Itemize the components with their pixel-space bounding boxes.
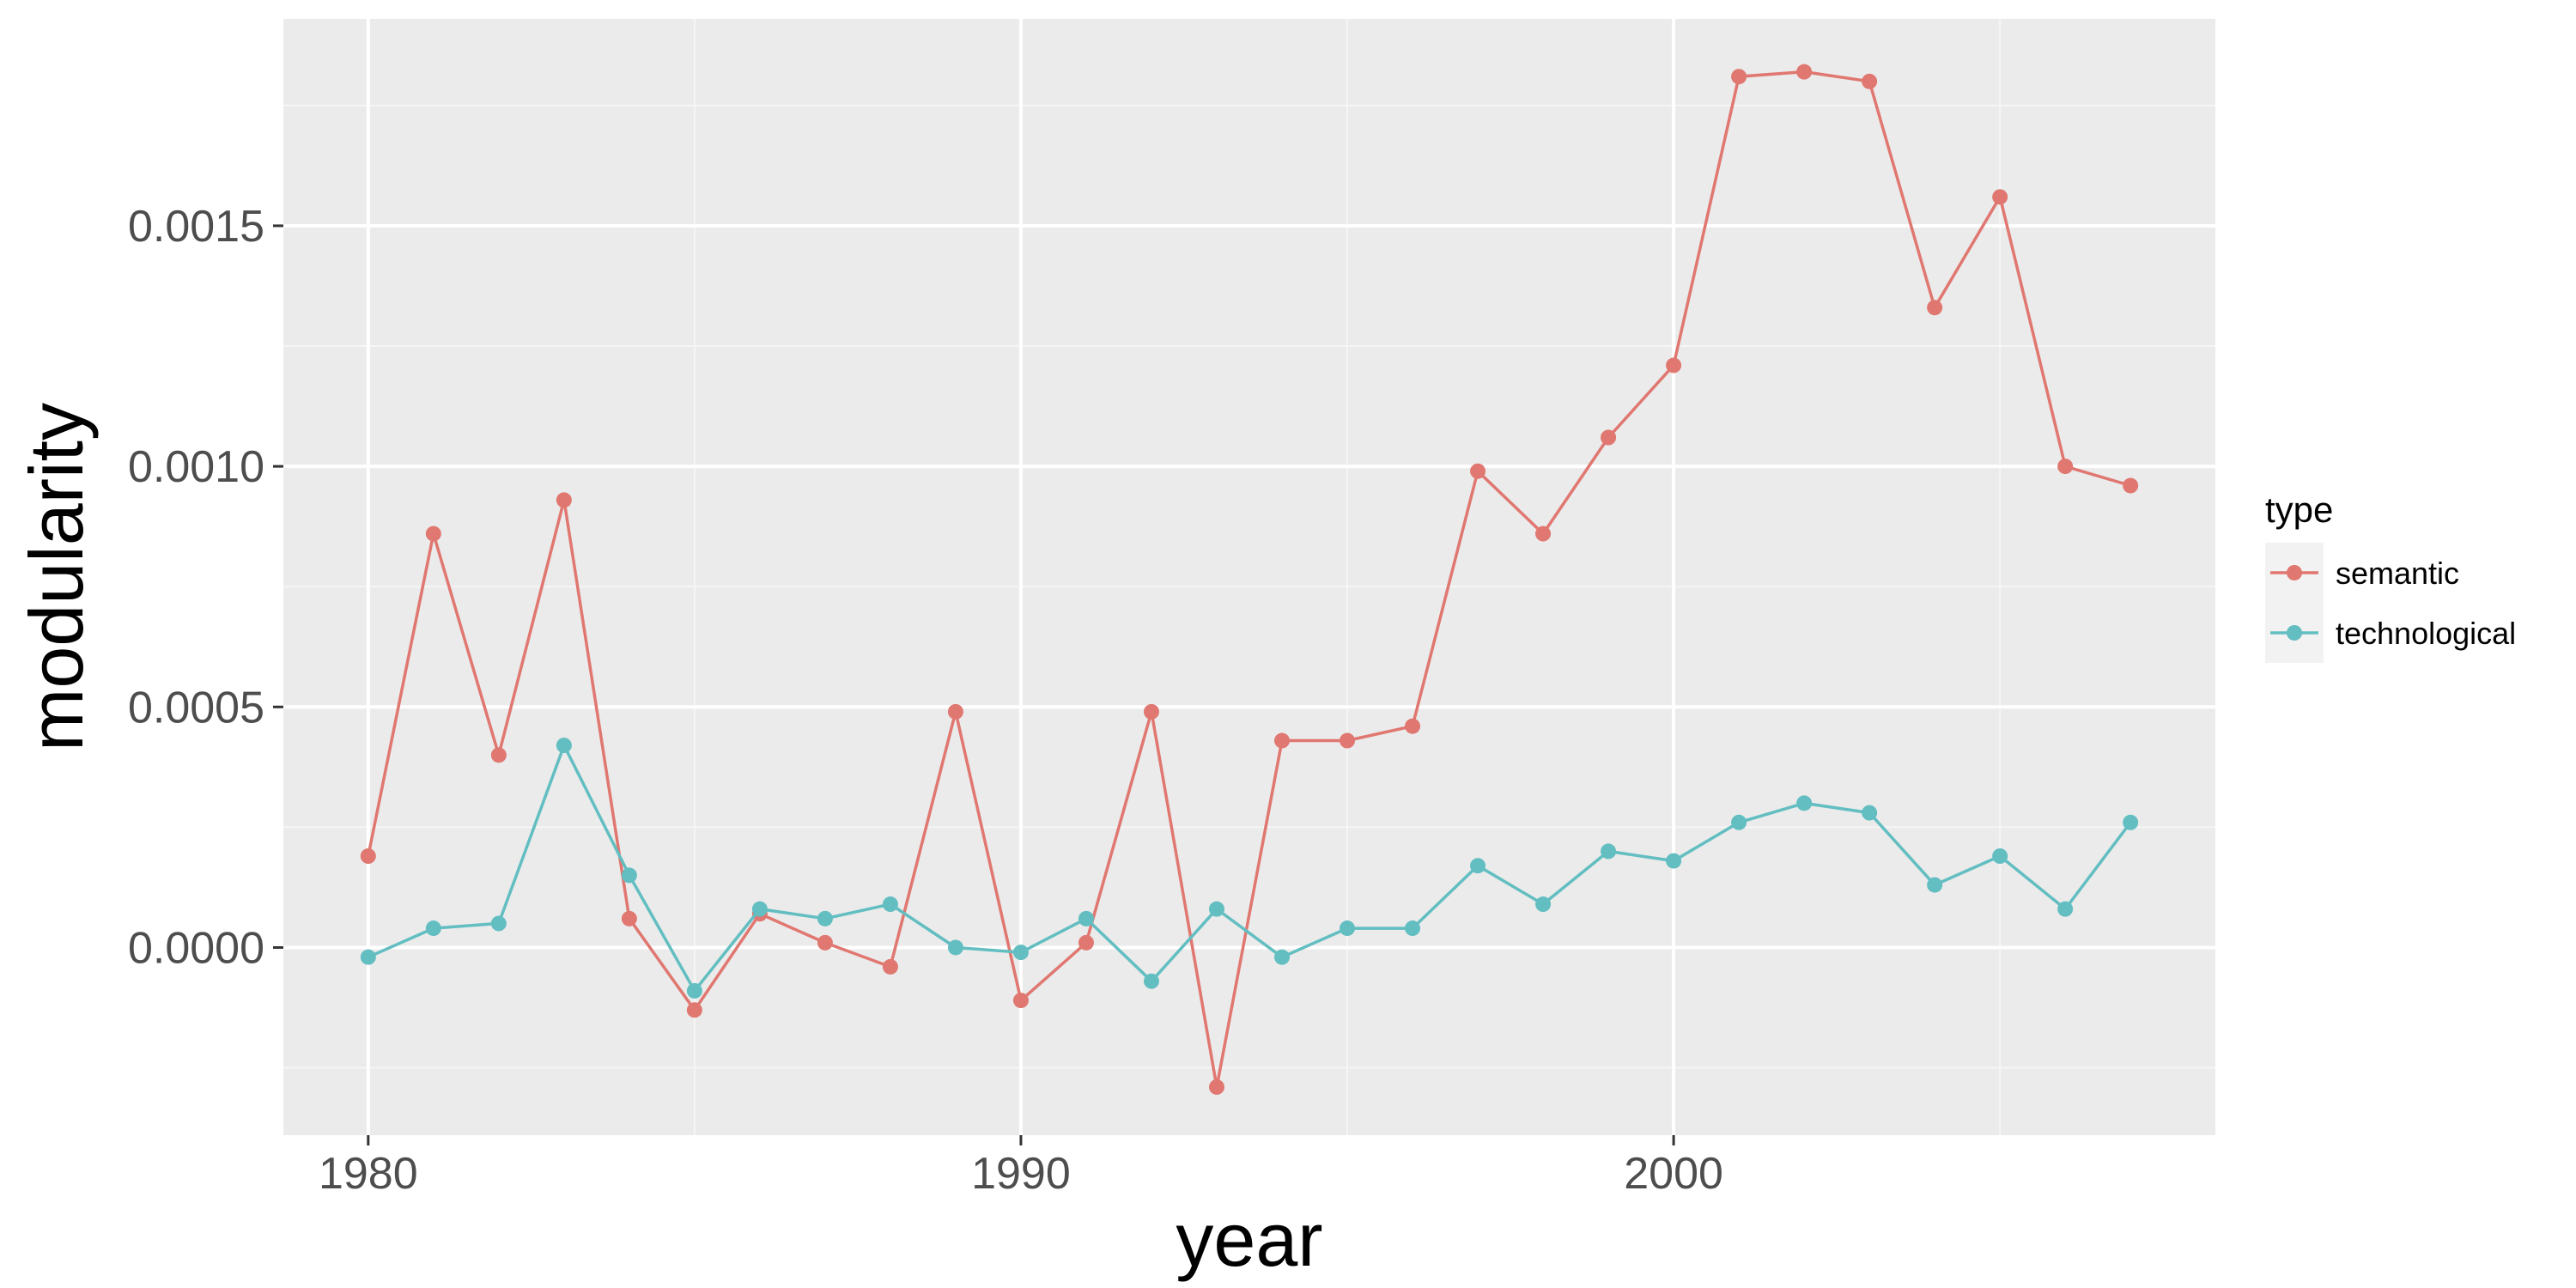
technological-point xyxy=(1666,853,1682,869)
technological-point xyxy=(2057,901,2074,917)
technological-line xyxy=(368,744,2132,993)
technological-point xyxy=(686,982,702,999)
semantic-point xyxy=(556,492,572,508)
y-tick-label: 0.0000 xyxy=(128,923,264,973)
semantic-point xyxy=(882,958,898,975)
semantic-point xyxy=(1470,463,1486,479)
legend-key-point xyxy=(2287,625,2302,641)
x-axis-ticks: 1980 1990 2000 xyxy=(319,1135,1723,1199)
technological-point xyxy=(2123,814,2139,830)
y-tick-label: 0.0005 xyxy=(128,683,264,732)
technological-point xyxy=(425,920,441,937)
semantic-point xyxy=(490,747,507,763)
legend-label-technological: technological xyxy=(2336,616,2516,651)
semantic-point xyxy=(1796,64,1813,80)
x-axis-title: year xyxy=(1176,1197,1322,1282)
technological-point xyxy=(751,901,768,917)
semantic-point xyxy=(817,934,833,951)
semantic-point xyxy=(1666,357,1682,374)
semantic-point xyxy=(425,526,441,542)
technological-point xyxy=(882,896,898,913)
y-tick-label: 0.0010 xyxy=(128,442,264,492)
technological-point xyxy=(621,867,637,884)
y-tick-label: 0.0015 xyxy=(128,202,264,252)
semantic-point xyxy=(1862,73,1878,89)
series-technological xyxy=(360,738,2139,999)
series-semantic xyxy=(360,64,2139,1095)
technological-point xyxy=(1274,949,1291,965)
series-layer xyxy=(360,64,2139,1095)
technological-point xyxy=(1862,805,1878,821)
legend-title: type xyxy=(2265,489,2333,530)
semantic-point xyxy=(360,848,376,864)
semantic-point xyxy=(1274,732,1291,749)
semantic-point xyxy=(1535,526,1552,542)
semantic-point xyxy=(1992,189,2008,205)
technological-point xyxy=(1535,896,1552,913)
semantic-point xyxy=(2123,477,2139,494)
legend-key-point xyxy=(2287,565,2302,580)
legend-items: semantic technological xyxy=(2265,543,2516,663)
semantic-point xyxy=(1405,718,1421,734)
technological-point xyxy=(1992,848,2008,864)
technological-point xyxy=(1208,901,1224,917)
legend-label-semantic: semantic xyxy=(2336,556,2459,591)
technological-point xyxy=(947,939,963,956)
x-tick-label: 1980 xyxy=(319,1149,418,1199)
semantic-line xyxy=(367,70,2131,1089)
minor-gridlines xyxy=(283,19,2215,1135)
technological-point xyxy=(1143,973,1159,989)
semantic-point xyxy=(1078,934,1094,951)
technological-point xyxy=(1927,877,1943,893)
technological-point xyxy=(360,949,376,965)
semantic-point xyxy=(947,703,963,720)
technological-point xyxy=(1340,920,1356,937)
legend: type semantic technological xyxy=(2265,489,2516,663)
x-tick-label: 2000 xyxy=(1624,1149,1723,1199)
semantic-point xyxy=(1927,300,1943,316)
x-tick-label: 1990 xyxy=(971,1149,1071,1199)
legend-item-semantic: semantic xyxy=(2265,543,2459,603)
semantic-point xyxy=(1208,1078,1224,1095)
semantic-point xyxy=(1601,429,1617,446)
semantic-point xyxy=(1143,703,1159,720)
semantic-point xyxy=(1012,993,1029,1009)
technological-point xyxy=(817,910,833,927)
technological-point xyxy=(1731,814,1747,830)
plot-panel xyxy=(283,19,2215,1135)
technological-point xyxy=(1012,945,1029,961)
technological-point xyxy=(1405,920,1421,937)
semantic-point xyxy=(686,1002,702,1018)
y-axis-title: modularity xyxy=(14,403,99,751)
technological-point xyxy=(1078,910,1094,927)
semantic-point xyxy=(1340,732,1356,749)
semantic-point xyxy=(2057,459,2074,475)
semantic-point xyxy=(621,910,637,927)
technological-point xyxy=(1601,843,1617,860)
technological-point xyxy=(1470,858,1486,874)
legend-item-technological: technological xyxy=(2265,603,2516,663)
y-axis-ticks: 0.0000 0.0005 0.0010 0.0015 xyxy=(128,202,283,973)
technological-point xyxy=(490,915,507,932)
technological-point xyxy=(1796,795,1813,811)
semantic-point xyxy=(1731,69,1747,85)
technological-point xyxy=(556,738,572,754)
